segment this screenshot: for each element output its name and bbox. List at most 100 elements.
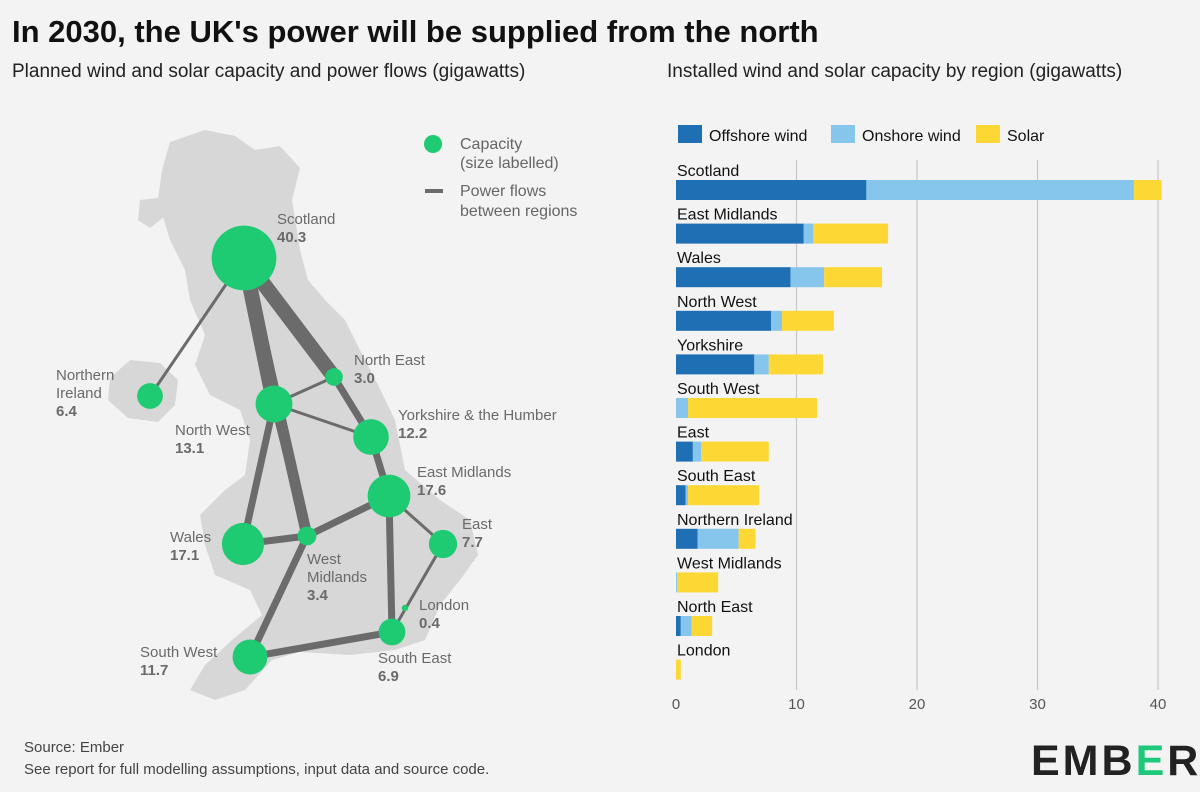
node-value-east-midlands: 17.6 (417, 482, 446, 499)
node-label-yorkshire: Yorkshire & the Humber (398, 407, 557, 424)
flow-north-west-west-midlands (270, 403, 311, 537)
bar-segment-2 (688, 398, 817, 418)
node-east-midlands (367, 474, 411, 518)
bar-segment-1 (771, 310, 783, 331)
node-label-london: London (419, 597, 469, 614)
node-value-south-east: 6.9 (378, 668, 399, 685)
bar-segment-0 (676, 528, 698, 549)
bar-segment-2 (701, 441, 769, 462)
legend-label-1: Onshore wind (862, 128, 961, 145)
node-value-north-west: 13.1 (175, 440, 204, 457)
bar-segment-1 (790, 267, 825, 288)
category-label: London (677, 643, 730, 660)
bar-gridlines (795, 160, 1159, 690)
node-label-west-midlands: Midlands (307, 569, 367, 586)
bar-segment-1 (803, 223, 814, 244)
node-value-yorkshire: 12.2 (398, 425, 427, 442)
bar-segment-1 (697, 528, 739, 549)
category-label: Scotland (677, 163, 739, 180)
category-label: North West (677, 294, 757, 311)
category-label: East (677, 425, 710, 442)
node-value-london: 0.4 (419, 615, 441, 632)
category-label: Yorkshire (677, 337, 743, 354)
bar-segment-1 (676, 398, 689, 418)
bar-segment-1 (680, 616, 692, 636)
logo-text-end: R (1167, 737, 1200, 785)
logo-text-accent: E (1135, 737, 1168, 785)
bar-segment-2 (677, 572, 719, 593)
bar-segment-2 (813, 223, 889, 244)
island-land (138, 198, 165, 228)
node-label-northern-ireland: Northern (56, 367, 114, 384)
node-label-scotland: Scotland (277, 211, 335, 228)
bar-segment-0 (676, 223, 804, 244)
legend-swatch-2 (976, 125, 1000, 143)
node-value-wales: 17.1 (170, 547, 199, 564)
category-label: South West (677, 381, 760, 398)
x-tick-label: 20 (909, 696, 926, 713)
x-tick-label: 10 (788, 696, 805, 713)
node-north-west (255, 385, 293, 423)
capacity-bar-chart: Offshore wind Onshore wind Solar Scotland E… (672, 125, 1166, 713)
node-east (428, 529, 458, 559)
bar-segment-0 (676, 180, 867, 200)
node-scotland (211, 225, 277, 291)
bar-segment-2 (782, 310, 834, 331)
node-label-south-east: South East (378, 650, 452, 667)
node-northern-ireland (137, 383, 163, 409)
bar-segment-0 (676, 441, 693, 462)
bar-segment-1 (685, 485, 689, 506)
ember-logo: EMBER (1031, 737, 1200, 786)
bar-segment-1 (866, 180, 1134, 200)
logo-text-start: EMB (1031, 737, 1136, 785)
node-value-west-midlands: 3.4 (307, 587, 329, 604)
node-yorkshire (353, 419, 389, 455)
node-label-south-west: South West (140, 644, 218, 661)
legend-label-0: Offshore wind (709, 128, 807, 145)
node-label-wales: Wales (170, 529, 211, 546)
category-label: Northern Ireland (677, 512, 793, 529)
flow-east-south-east (390, 543, 445, 633)
node-value-south-west: 11.7 (140, 662, 168, 679)
capacity-legend-dot (424, 135, 442, 153)
flow-south-west-south-east (249, 628, 393, 661)
bar-segment-2 (676, 659, 681, 680)
legend-swatch-1 (831, 125, 855, 143)
bar-segment-0 (676, 616, 681, 636)
node-london (401, 604, 409, 612)
bar-segment-2 (1133, 180, 1162, 200)
bar-segment-0 (676, 485, 686, 506)
node-north-east (325, 368, 343, 386)
bar-segment-2 (768, 354, 824, 375)
source-text: Source: Ember (24, 739, 125, 756)
node-label-north-west: North West (175, 422, 251, 439)
node-label-northern-ireland: Ireland (56, 385, 102, 402)
node-value-east: 7.7 (462, 534, 483, 551)
node-value-north-east: 3.0 (354, 370, 375, 387)
node-label-east: East (462, 516, 493, 533)
methodology-note: See report for full modelling assumption… (24, 761, 490, 778)
capacity-nodes (137, 225, 458, 675)
capacity-legend-line2: (size labelled) (460, 155, 559, 172)
bar-segment-1 (676, 572, 678, 593)
bar-rows: Scotland East Midlands Wales North West York… (676, 163, 1162, 680)
bar-segment-0 (676, 267, 791, 288)
bar-segment-0 (676, 310, 772, 331)
page-title: In 2030, the UK's power will be supplied… (12, 14, 819, 49)
node-wales (221, 522, 265, 566)
map-legend: Capacity (size labelled) Power flows bet… (424, 135, 577, 220)
node-value-scotland: 40.3 (277, 229, 306, 246)
flow-legend-line1: Power flows (460, 183, 546, 200)
node-label-east-midlands: East Midlands (417, 464, 511, 481)
footer-notes: Source: Ember See report for full modell… (24, 737, 489, 781)
bar-legend: Offshore wind Onshore wind Solar (678, 125, 1045, 145)
capacity-legend-line1: Capacity (460, 136, 522, 153)
category-label: East Midlands (677, 207, 778, 224)
bar-segment-1 (754, 354, 769, 375)
category-label: North East (677, 599, 753, 616)
x-tick-label: 0 (672, 696, 680, 713)
bar-segment-2 (688, 485, 760, 506)
node-value-northern-ireland: 6.4 (56, 403, 78, 420)
